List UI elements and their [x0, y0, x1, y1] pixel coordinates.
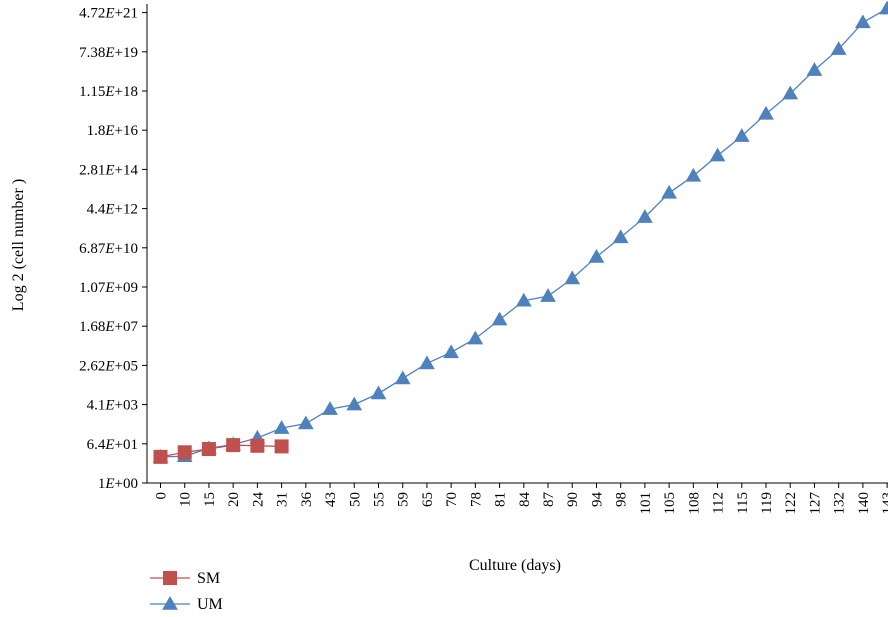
y-tick-label: 4.4E+12 — [87, 202, 138, 218]
x-tick-label: 65 — [420, 492, 436, 507]
x-tick-label: 36 — [299, 492, 315, 508]
y-tick-label: 1.8E+16 — [87, 123, 139, 139]
x-tick-label: 20 — [226, 492, 242, 507]
legend-marker — [163, 571, 177, 585]
x-tick-label: 132 — [832, 492, 848, 515]
legend-item-um: UM — [150, 595, 223, 613]
series-um-point — [346, 396, 363, 411]
y-tick-label: 6.87E+10 — [79, 241, 138, 257]
y-tick-label: 2.62E+05 — [79, 358, 138, 374]
x-tick-label: 81 — [493, 492, 509, 507]
series-um-point — [515, 292, 532, 307]
x-tick-label: 55 — [371, 492, 387, 507]
series-um-point — [612, 229, 629, 244]
y-tick-label: 1.07E+09 — [79, 280, 138, 296]
x-tick-label: 43 — [323, 492, 339, 507]
x-tick-label: 84 — [517, 492, 533, 508]
x-tick-label: 122 — [783, 492, 799, 515]
series-um-point — [297, 415, 314, 430]
x-tick-label: 127 — [807, 492, 823, 515]
y-tick-label: 6.4E+01 — [87, 437, 138, 453]
series-um-point — [540, 288, 556, 302]
series-um-point — [491, 311, 508, 326]
series-um-point — [273, 420, 290, 434]
x-tick-label: 140 — [856, 492, 872, 515]
x-tick-label: 10 — [178, 492, 194, 507]
series-um-line — [160, 8, 888, 458]
series-um-point — [467, 330, 484, 345]
series-sm-point — [201, 442, 216, 457]
series-sm-point — [153, 449, 168, 464]
series-sm-point — [226, 438, 241, 453]
series-um-point — [758, 105, 774, 120]
series-um-point — [685, 167, 702, 182]
series-um-point — [661, 184, 677, 199]
y-tick-label: 4.72E+21 — [79, 6, 138, 22]
x-tick-label: 50 — [347, 492, 363, 507]
x-axis: 0 10 15 20 24 31 36 43 50 55 59 65 70 78 81 84 87 90 94 98 1… — [147, 482, 888, 515]
y-axis-label: Log 2 (cell number ) — [10, 179, 27, 311]
series-um-point — [394, 370, 411, 385]
series-um-point — [709, 147, 726, 162]
series-um — [152, 0, 888, 463]
y-tick-label: 1.15E+18 — [79, 84, 138, 100]
x-tick-label: 0 — [154, 492, 170, 500]
x-tick-label: 115 — [735, 492, 751, 514]
plot-series — [152, 0, 888, 464]
legend: SM UM — [150, 570, 223, 613]
series-um-point — [806, 62, 823, 76]
series-sm-point — [250, 438, 265, 453]
x-tick-label: 98 — [614, 492, 630, 507]
y-tick-label: 4.1E+03 — [87, 398, 138, 414]
x-tick-label: 15 — [202, 492, 218, 507]
y-tick-label: 1.68E+07 — [79, 319, 138, 335]
series-sm-point — [274, 439, 289, 454]
legend-item-sm: SM — [150, 570, 220, 587]
legend-label: SM — [197, 570, 220, 587]
series-um-point — [879, 0, 888, 15]
y-tick-label: 1E+00 — [98, 476, 138, 492]
x-tick-label: 24 — [250, 492, 266, 508]
y-axis: 1E+00 6.4E+01 4.1E+03 2.62E+05 1.68E+07 1.07E… — [79, 4, 148, 492]
x-tick-label: 94 — [589, 492, 605, 508]
series-um-point — [443, 344, 460, 359]
y-tick-label: 7.38E+19 — [79, 45, 138, 61]
series-sm-point — [177, 445, 192, 460]
x-tick-label: 101 — [638, 492, 654, 515]
x-tick-label: 108 — [686, 492, 702, 515]
x-tick-label: 31 — [275, 492, 291, 507]
legend-label: UM — [197, 596, 223, 613]
x-axis-label: Culture (days) — [469, 557, 561, 574]
series-um-point — [322, 401, 338, 415]
x-tick-label: 90 — [565, 492, 581, 507]
series-um-point — [782, 85, 799, 100]
series-um-point — [733, 128, 750, 142]
series-um-point — [370, 385, 387, 400]
series-um-point — [564, 270, 581, 285]
series-um-point — [588, 248, 605, 263]
x-tick-label: 112 — [711, 492, 727, 514]
x-tick-label: 59 — [396, 492, 412, 507]
legend-marker — [162, 595, 178, 610]
x-tick-label: 143 — [880, 492, 888, 515]
series-sm — [153, 438, 289, 464]
series-um-point — [637, 209, 653, 223]
series-um-point — [855, 14, 871, 29]
x-tick-label: 119 — [759, 492, 775, 514]
x-tick-label: 105 — [662, 492, 678, 515]
series-um-point — [830, 41, 847, 55]
x-tick-label: 87 — [541, 492, 557, 508]
series-um-point — [419, 355, 435, 370]
x-tick-label: 70 — [444, 492, 460, 507]
y-tick-label: 2.81E+14 — [79, 162, 138, 178]
x-tick-label: 78 — [468, 492, 484, 507]
